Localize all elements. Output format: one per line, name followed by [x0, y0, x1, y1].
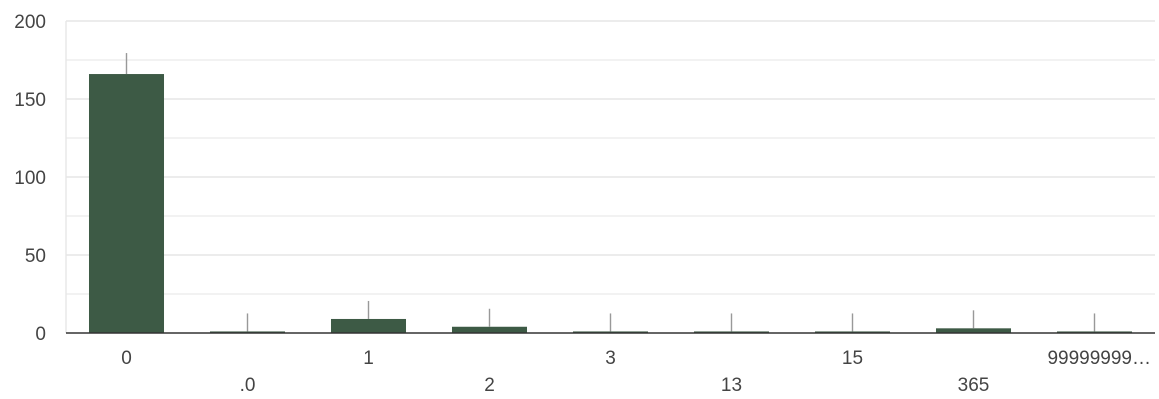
y-tick-label-4: 200 [14, 12, 46, 33]
x-axis-tick-labels: 0 .0 1 2 3 13 15 365 99999999… [121, 348, 1151, 396]
x-tick-label-1: .0 [240, 375, 256, 396]
bar-2 [330, 318, 407, 333]
x-tick-label-2: 1 [363, 348, 374, 369]
x-tick-label-8: 99999999… [1047, 348, 1151, 369]
y-tick-label-0: 0 [35, 324, 46, 345]
bar-3 [451, 326, 528, 333]
y-tick-label-1: 50 [25, 246, 46, 267]
x-tick-label-7: 365 [958, 375, 990, 396]
x-tick-label-0: 0 [121, 348, 132, 369]
x-tick-label-4: 3 [605, 348, 616, 369]
bar-0 [88, 74, 165, 333]
grid-lines [65, 20, 1155, 333]
x-tick-label-6: 15 [842, 348, 863, 369]
y-axis-tick-labels: 0 50 100 150 200 [14, 12, 46, 345]
bar-whiskers [125, 53, 1096, 332]
x-tick-label-5: 13 [721, 375, 742, 396]
x-tick-label-3: 2 [484, 375, 495, 396]
y-tick-label-3: 150 [14, 90, 46, 111]
bar-7 [935, 328, 1012, 333]
y-tick-label-2: 100 [14, 168, 46, 189]
bars [88, 74, 1133, 333]
